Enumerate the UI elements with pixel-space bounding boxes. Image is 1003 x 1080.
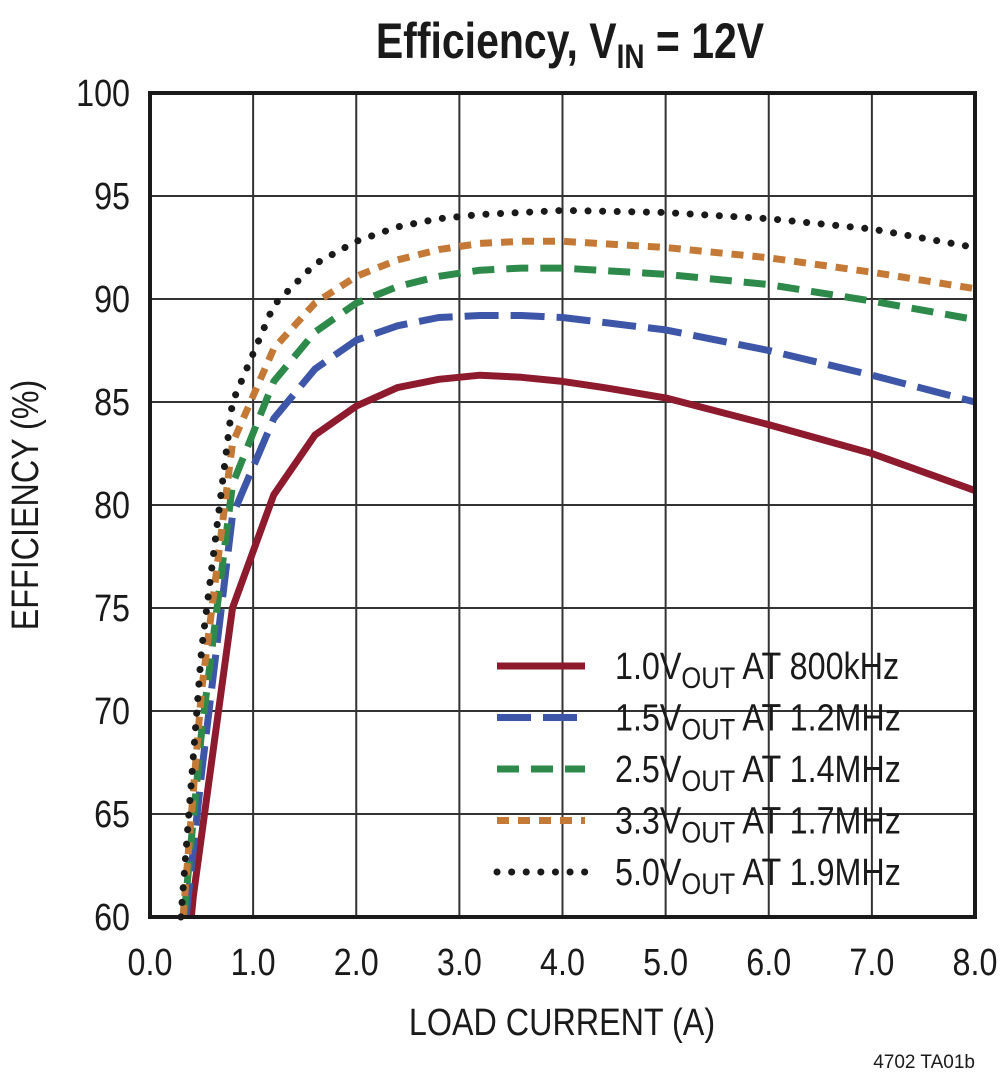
x-tick-label: 2.0	[334, 942, 379, 984]
legend-label-1: 1.0VOUT AT 800kHz	[615, 646, 899, 695]
y-tick-label: 90	[94, 279, 130, 321]
series-line-5	[177, 206, 979, 921]
legend-text: 1.5V	[615, 697, 682, 739]
series-group	[177, 206, 979, 921]
y-axis-label: EFFICIENCY (%)	[5, 380, 47, 631]
x-tick-label: 6.0	[746, 942, 791, 984]
legend-label-4: 3.3VOUT AT 1.7MHz	[615, 800, 901, 849]
y-tick-label: 85	[94, 382, 130, 424]
x-tick-label: 8.0	[953, 942, 998, 984]
legend-text: 1.0V	[615, 646, 682, 688]
y-tick-label: 80	[94, 485, 130, 527]
chart-title: Efficiency, VIN = 12V	[376, 13, 765, 75]
y-tick-label: 65	[94, 794, 130, 836]
footnote: 4702 TA01b	[873, 1052, 975, 1073]
x-tick-label: 7.0	[849, 942, 894, 984]
legend-subscript: OUT	[681, 661, 735, 694]
legend-label-5: 5.0VOUT AT 1.9MHz	[615, 852, 901, 901]
y-tick-label: 100	[76, 73, 130, 115]
series-line-2	[182, 312, 976, 918]
legend-label-2: 1.5VOUT AT 1.2MHz	[615, 697, 901, 746]
legend-text: 3.3V	[615, 800, 682, 842]
legend-text: AT 1.2MHz	[735, 697, 901, 739]
legend-text: 2.5V	[615, 749, 682, 791]
x-tick-label: 3.0	[437, 942, 482, 984]
plot-frame	[148, 91, 977, 919]
legend-text: AT 1.9MHz	[735, 852, 901, 894]
x-tick-label: 4.0	[540, 942, 585, 984]
y-tick-label: 75	[94, 588, 130, 630]
legend-subscript: OUT	[681, 764, 735, 797]
legend-text: AT 1.4MHz	[735, 749, 901, 791]
x-tick-label: 0.0	[128, 942, 173, 984]
ticks: 0.0 1.0 2.0 3.0 4.0 5.0 6.0 7.0 8.0 60 65 70 75 80 85 9…	[76, 73, 997, 984]
legend-text: 5.0V	[615, 852, 682, 894]
legend-label-3: 2.5VOUT AT 1.4MHz	[615, 749, 901, 798]
x-axis-label: LOAD CURRENT (A)	[409, 1002, 715, 1044]
legend-subscript: OUT	[681, 713, 735, 746]
series-line-4	[179, 237, 976, 918]
legend-text: AT 1.7MHz	[735, 800, 901, 842]
x-tick-label: 1.0	[231, 942, 276, 984]
legend-subscript: OUT	[681, 867, 735, 900]
y-tick-label: 70	[94, 691, 130, 733]
legend-subscript: OUT	[681, 816, 735, 849]
y-tick-label: 95	[94, 176, 130, 218]
x-tick-label: 5.0	[643, 942, 688, 984]
series-line-3	[180, 264, 976, 918]
series-line-1	[187, 371, 977, 918]
y-tick-label: 60	[94, 897, 130, 939]
legend-text: AT 800kHz	[735, 646, 899, 688]
